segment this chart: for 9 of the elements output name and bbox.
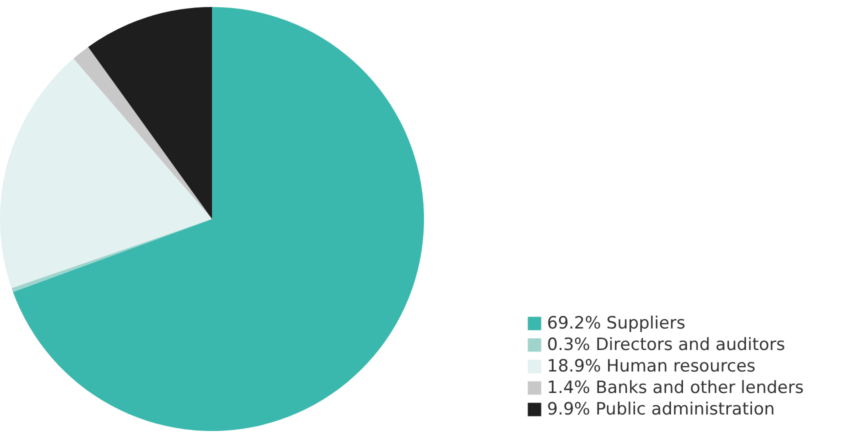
legend-label: 9.9% Public administration — [547, 400, 775, 420]
pie-slice — [88, 7, 212, 219]
legend-label: 0.3% Directors and auditors — [547, 335, 786, 355]
pie-slice — [0, 58, 212, 288]
legend-label: 18.9% Human resources — [547, 356, 756, 376]
legend-label: 1.4% Banks and other lenders — [547, 378, 804, 398]
pie-slice — [12, 7, 424, 431]
legend-label: 69.2% Suppliers — [547, 314, 686, 334]
pie-slice — [73, 46, 212, 219]
